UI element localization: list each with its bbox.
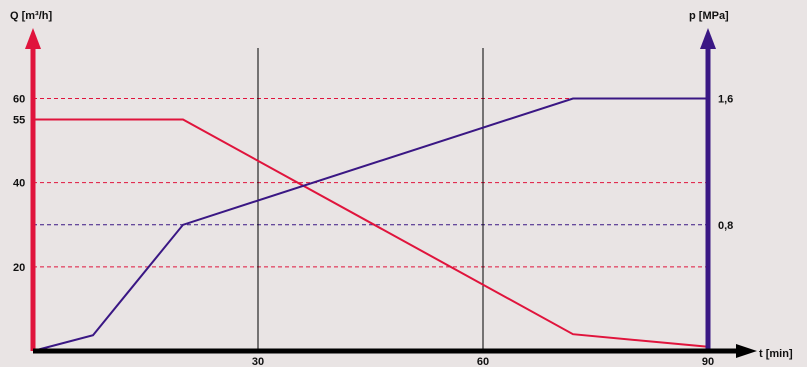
series-line-pressure xyxy=(32,97,708,352)
series-line-flow xyxy=(33,118,709,348)
y-left-tick-label-55: 55 xyxy=(13,115,25,127)
tick-labels: Q [m³/h] p [MPa] t [min] 20 40 55 60 0,8 1,6 30 60… xyxy=(10,10,793,367)
y-right-tick-label-0-8: 0,8 xyxy=(718,220,733,232)
y-axis-right-arrow xyxy=(700,28,716,49)
grid xyxy=(33,48,708,351)
x-axis-title: t [min] xyxy=(759,348,793,360)
y-right-tick-label-1-6: 1,6 xyxy=(718,94,733,106)
y-left-tick-label-40: 40 xyxy=(13,178,25,190)
y-left-tick-label-20: 20 xyxy=(13,262,25,274)
y-axis-right-title: p [MPa] xyxy=(689,10,729,22)
y-axis-left-title: Q [m³/h] xyxy=(10,10,52,22)
x-tick-label-60: 60 xyxy=(477,356,489,367)
x-axis-arrow xyxy=(736,344,757,358)
axes xyxy=(25,28,757,358)
x-tick-label-30: 30 xyxy=(252,356,264,367)
series-lines xyxy=(32,97,709,352)
x-tick-label-90: 90 xyxy=(702,356,714,367)
y-left-tick-label-60: 60 xyxy=(13,94,25,106)
y-axis-left-arrow xyxy=(25,28,41,49)
